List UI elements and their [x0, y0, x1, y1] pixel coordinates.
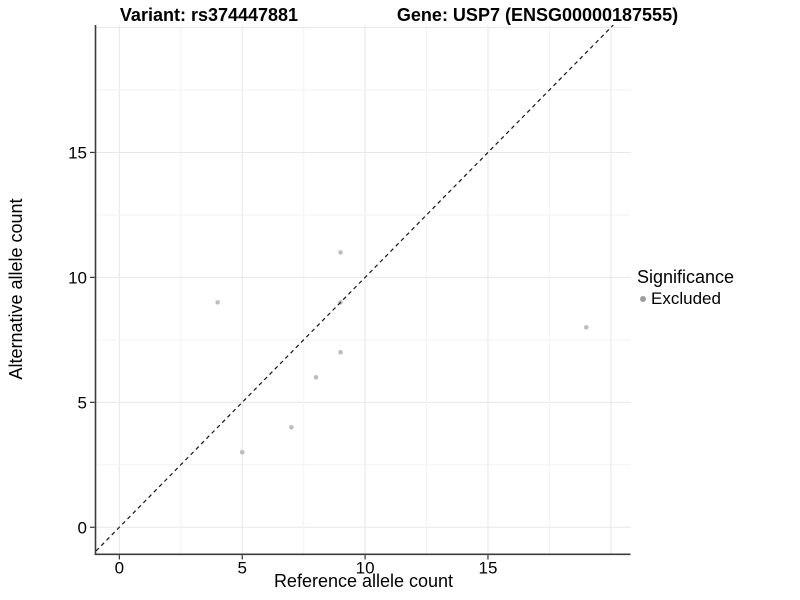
legend: Significance Excluded	[637, 267, 734, 309]
x-tick-label: 0	[115, 559, 124, 578]
data-point	[338, 350, 343, 355]
x-tick-label: 15	[479, 559, 498, 578]
y-tick-label: 0	[78, 518, 87, 537]
x-axis-title: Reference allele count	[273, 571, 454, 591]
y-tick-label: 10	[68, 268, 87, 287]
data-point	[583, 325, 589, 330]
data-point	[215, 300, 220, 305]
excluded-point-icon	[640, 296, 646, 302]
identity-line	[95, 24, 614, 552]
variant-title: Variant: rs374447881	[119, 5, 299, 25]
legend-item-label: Excluded	[651, 289, 721, 308]
gene-title: Gene: USP7 (ENSG00000187555)	[396, 5, 679, 25]
y-axis-title: Alternative allele count	[6, 198, 26, 380]
y-tick-label: 5	[78, 393, 87, 412]
legend-item-excluded: Excluded	[637, 289, 734, 309]
x-tick-label: 5	[237, 559, 246, 578]
data-point	[313, 375, 319, 380]
data-point	[289, 425, 294, 430]
data-point	[338, 250, 343, 255]
data-point	[239, 449, 245, 455]
x-tick-label: 10	[356, 559, 375, 578]
legend-title: Significance	[637, 267, 735, 287]
y-tick-label: 15	[68, 143, 87, 162]
